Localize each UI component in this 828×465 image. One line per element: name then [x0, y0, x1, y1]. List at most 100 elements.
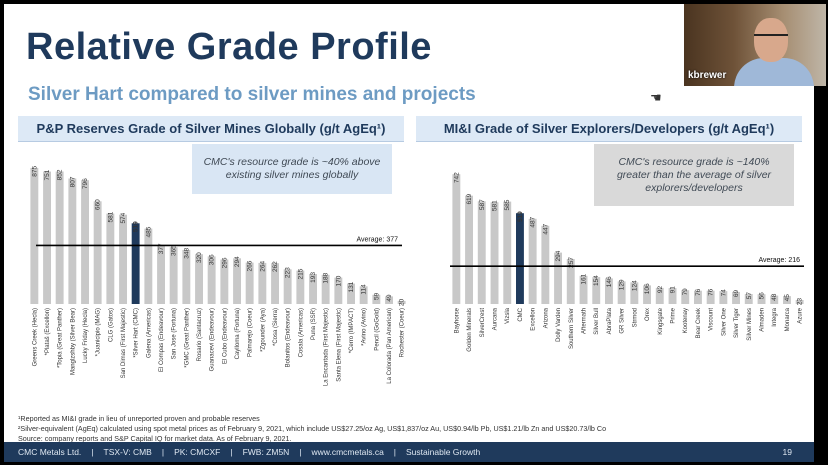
- right-category-label: Almaden: [760, 308, 766, 332]
- right-value-label: 23: [797, 298, 804, 306]
- right-bar: [643, 285, 651, 304]
- right-bar-chart: 742 Bayhorse 619 Golden Minerals 587 SilverCr…: [450, 172, 804, 352]
- right-panel-header: MI&I Grade of Silver Explorers/Developer…: [416, 116, 802, 142]
- left-category-label: *GMC (Great Panther): [184, 308, 190, 368]
- left-category-label: Puna (SSR): [311, 308, 317, 340]
- left-value-label: 215: [297, 268, 304, 279]
- left-bar: [220, 259, 229, 304]
- left-value-label: 348: [183, 248, 190, 259]
- right-category-label: Azure: [798, 307, 804, 323]
- left-category-label: *Cerro (IMPACT): [349, 308, 355, 353]
- right-bar: [465, 195, 473, 304]
- left-value-label: 131: [348, 281, 355, 292]
- left-value-label: 320: [196, 252, 203, 263]
- right-bar: [732, 291, 740, 304]
- left-category-label: Santa Elena (First Majestic): [336, 308, 342, 382]
- left-bar: [81, 180, 89, 304]
- left-value-label: 751: [44, 169, 51, 180]
- right-bar: [668, 288, 677, 304]
- right-value-label: 257: [568, 257, 575, 268]
- footer-website[interactable]: www.cmcmetals.ca: [311, 447, 384, 457]
- left-category-label: Pencil (GoGold): [374, 308, 380, 351]
- right-bar: [592, 277, 601, 304]
- right-category-label: Orex: [645, 308, 651, 321]
- right-value-label: 294: [555, 250, 562, 261]
- right-value-label: 146: [606, 276, 613, 287]
- right-category-label: Arizona: [543, 307, 549, 328]
- participant-name: kbrewer: [688, 70, 727, 81]
- left-category-label: *Juanicipio (MAG): [96, 308, 102, 356]
- left-value-label: 807: [69, 176, 76, 187]
- right-value-label: 106: [644, 283, 651, 294]
- right-value-label: 487: [530, 216, 537, 227]
- hand-cursor-icon: ☚: [650, 90, 662, 105]
- right-bar: [452, 174, 461, 304]
- left-bar: [182, 249, 191, 304]
- left-value-label: 581: [107, 211, 114, 222]
- left-bar: [43, 171, 51, 304]
- left-category-label: *Topia (Great Panther): [58, 308, 64, 368]
- footnotes: ¹Reported as MI&I grade in lieu of unrep…: [18, 414, 798, 444]
- left-bar-chart: 875 Greens Creek (Hecla) 751 *Plataš (Excel…: [30, 166, 406, 386]
- left-bar: [106, 213, 115, 304]
- left-category-label: Palmarejo (Coeur): [248, 308, 254, 357]
- left-bar: [385, 296, 393, 304]
- right-bar: [783, 296, 791, 304]
- right-category-label: Strmod: [632, 308, 638, 327]
- right-category-label: Kingsgate: [658, 307, 664, 334]
- right-bar: [490, 202, 499, 304]
- right-bar: [579, 275, 588, 304]
- left-category-label: *Cosa (Sierra): [273, 308, 279, 346]
- left-category-label: *Plataš (Excellon): [45, 308, 51, 355]
- left-category-label: Manglzshby (Silver Bear): [70, 308, 76, 375]
- right-category-label: SilverCrest: [480, 308, 486, 338]
- right-category-label: CMC: [518, 307, 524, 321]
- right-bar: [477, 201, 486, 304]
- left-value-label: 193: [310, 272, 317, 283]
- left-category-label: El Compas (Endeavour): [159, 308, 165, 372]
- right-category-label: Dolly Varden: [556, 308, 562, 342]
- right-value-label: 519: [517, 211, 524, 222]
- right-callout: CMC's resource grade is ~140% greater th…: [594, 144, 794, 206]
- video-thumbnail[interactable]: kbrewer: [684, 4, 826, 86]
- left-callout: CMC's resource grade is ~40% above exist…: [192, 144, 392, 194]
- right-bar: [744, 294, 753, 304]
- left-category-label: *Silver Hart (CMC): [134, 308, 140, 358]
- footnote-1: ¹Reported as MI&I grade in lieu of unrep…: [18, 414, 260, 423]
- left-panel-header: P&P Reserves Grade of Silver Mines Globa…: [18, 116, 404, 142]
- left-category-label: San Jose (Fortuna): [172, 308, 178, 359]
- right-category-label: Silver Tiger: [734, 308, 740, 338]
- left-bar: [372, 294, 381, 304]
- slide-footer: CMC Metals Ltd. | TSX-V: CMB | PK: CMCXF…: [4, 442, 814, 462]
- right-category-label: Viscount: [709, 308, 715, 331]
- right-bar: [516, 213, 524, 304]
- left-bar: [359, 286, 368, 304]
- left-category-label: Greens Creek (Hecla): [32, 308, 38, 366]
- left-bar: [157, 245, 165, 304]
- left-value-label: 519: [133, 221, 140, 232]
- left-bar: [119, 214, 127, 304]
- left-category-label: Caylloma (Fortuna): [235, 308, 241, 359]
- participant-body: [734, 58, 814, 86]
- left-bar: [195, 254, 203, 304]
- left-bar: [169, 247, 178, 304]
- right-bar: [605, 278, 613, 304]
- right-category-label: Silver Mines: [747, 308, 753, 341]
- left-bar: [245, 262, 254, 304]
- right-bar: [630, 282, 639, 304]
- left-category-label: El Cubo (Endeavour): [222, 308, 228, 364]
- left-category-label: Bolanitos (Endeavour): [286, 308, 292, 367]
- right-value-label: 581: [492, 200, 499, 211]
- left-bar: [283, 269, 292, 304]
- right-category-label: Silver One: [721, 307, 727, 336]
- right-category-label: Golden Minerals: [467, 308, 473, 352]
- footnote-source: Source: company reports and S&P Capital …: [18, 434, 292, 443]
- right-bar: [528, 218, 537, 304]
- left-category-label: Lucky Friday (Hecla): [83, 308, 89, 363]
- footer-pk: PK: CMCXF: [174, 447, 221, 457]
- right-value-label: 45: [784, 294, 791, 302]
- left-category-label: *Zgounder (Aya): [260, 308, 266, 352]
- slide-title: Relative Grade Profile: [26, 26, 432, 68]
- left-category-label: La Encantada (First Majestic): [324, 308, 330, 386]
